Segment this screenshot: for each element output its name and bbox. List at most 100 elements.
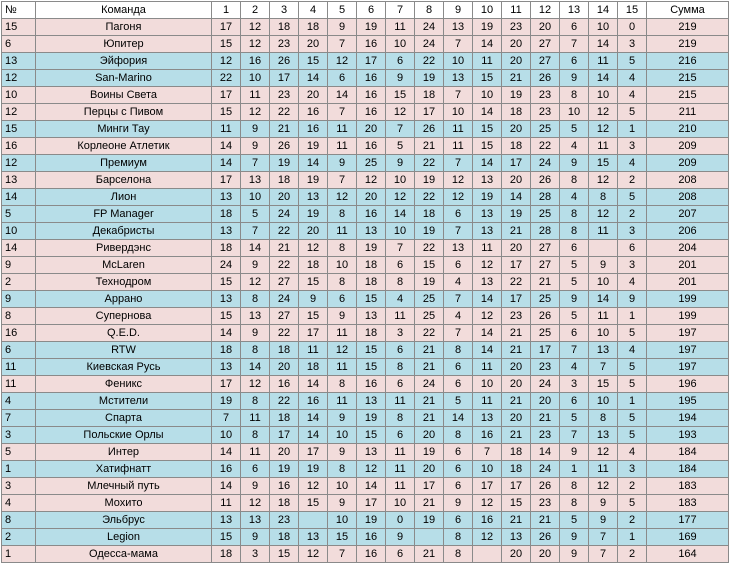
cell-round-15: 2 — [617, 205, 647, 223]
cell-round-7: 6 — [385, 52, 415, 70]
cell-team: FP Manager — [35, 205, 212, 223]
cell-round-13: 1 — [559, 460, 589, 478]
cell-round-14: 10 — [588, 18, 618, 36]
cell-round-9: 6 — [443, 358, 473, 376]
cell-round-15: 4 — [617, 69, 647, 87]
cell-round-3: 22 — [269, 256, 299, 274]
header-round-4: 4 — [298, 1, 328, 19]
cell-number: 10 — [1, 222, 36, 240]
header-total: Сумма — [646, 1, 729, 19]
cell-round-12: 27 — [530, 52, 560, 70]
cell-round-13: 8 — [559, 205, 589, 223]
cell-number: 6 — [1, 35, 36, 53]
cell-round-10: 14 — [472, 35, 502, 53]
cell-round-14: 11 — [588, 307, 618, 325]
cell-round-3: 27 — [269, 273, 299, 291]
cell-round-12: 26 — [530, 69, 560, 87]
cell-round-9: 6 — [443, 511, 473, 529]
cell-round-2: 10 — [240, 69, 270, 87]
cell-round-8: 21 — [414, 409, 444, 427]
cell-round-5: 7 — [327, 103, 357, 121]
cell-round-3: 23 — [269, 35, 299, 53]
cell-round-9: 8 — [443, 341, 473, 359]
cell-round-7: 6 — [385, 256, 415, 274]
cell-round-12: 27 — [530, 256, 560, 274]
cell-round-14: 11 — [588, 460, 618, 478]
cell-round-3: 18 — [269, 18, 299, 36]
cell-round-13: 5 — [559, 256, 589, 274]
cell-round-4: 15 — [298, 273, 328, 291]
cell-round-1: 15 — [211, 273, 241, 291]
cell-round-12: 24 — [530, 154, 560, 172]
cell-round-5: 9 — [327, 18, 357, 36]
cell-round-5: 8 — [327, 239, 357, 257]
cell-round-15: 1 — [617, 120, 647, 138]
cell-team: Одесса-мама — [35, 545, 212, 563]
cell-round-14: 9 — [588, 511, 618, 529]
cell-round-12: 20 — [530, 18, 560, 36]
cell-number: 8 — [1, 511, 36, 529]
cell-round-12: 26 — [530, 528, 560, 546]
cell-round-14: 7 — [588, 528, 618, 546]
cell-round-15: 5 — [617, 188, 647, 206]
cell-round-13: 4 — [559, 188, 589, 206]
cell-round-8: 21 — [414, 137, 444, 155]
cell-round-10: 10 — [472, 375, 502, 393]
cell-round-5: 11 — [327, 222, 357, 240]
cell-round-2: 16 — [240, 52, 270, 70]
cell-round-12: 26 — [530, 307, 560, 325]
cell-number: 13 — [1, 52, 36, 70]
table-row: 16 Корлеоне Атлетик 14 9 26 19 11 16 5 21 11 15 18 22… — [1, 137, 729, 155]
cell-round-11: 19 — [501, 205, 531, 223]
cell-round-7: 12 — [385, 103, 415, 121]
header-round-10: 10 — [472, 1, 502, 19]
cell-total: 206 — [646, 222, 729, 240]
table-row: 13 Эйфория 12 16 26 15 12 17 6 22 10 11 20 27 6 11 5 216 — [1, 52, 729, 70]
cell-team: Q.E.D. — [35, 324, 212, 342]
cell-round-12: 28 — [530, 188, 560, 206]
cell-round-6: 19 — [356, 239, 386, 257]
cell-round-2: 9 — [240, 477, 270, 495]
cell-round-15: 5 — [617, 103, 647, 121]
cell-number: 15 — [1, 120, 36, 138]
cell-round-6: 12 — [356, 171, 386, 189]
cell-round-2: 9 — [240, 324, 270, 342]
cell-round-12: 23 — [530, 426, 560, 444]
cell-round-2: 7 — [240, 222, 270, 240]
cell-round-15: 4 — [617, 154, 647, 172]
cell-round-8: 21 — [414, 341, 444, 359]
cell-round-13: 6 — [559, 239, 589, 257]
header-row: № Команда 1 2 3 4 5 6 7 8 9 10 11 12 13 … — [1, 1, 729, 19]
cell-round-13: 5 — [559, 120, 589, 138]
cell-round-6: 15 — [356, 290, 386, 308]
cell-total: 209 — [646, 137, 729, 155]
cell-round-7: 8 — [385, 273, 415, 291]
cell-team: Legion — [35, 528, 212, 546]
cell-round-2: 8 — [240, 290, 270, 308]
cell-round-3: 18 — [269, 341, 299, 359]
cell-round-1: 18 — [211, 545, 241, 563]
cell-round-6: 18 — [356, 324, 386, 342]
cell-number: 4 — [1, 392, 36, 410]
cell-round-5: 12 — [327, 188, 357, 206]
cell-round-14: 7 — [588, 358, 618, 376]
cell-round-11: 20 — [501, 35, 531, 53]
cell-round-8: 20 — [414, 460, 444, 478]
table-row: 5 Интер 14 11 20 17 9 13 11 19 6 7 18 14 9 12 4 184 — [1, 443, 729, 461]
cell-round-2: 14 — [240, 239, 270, 257]
cell-round-7: 11 — [385, 443, 415, 461]
cell-number: 16 — [1, 137, 36, 155]
cell-round-15: 9 — [617, 290, 647, 308]
cell-round-13: 5 — [559, 511, 589, 529]
cell-round-7: 7 — [385, 239, 415, 257]
cell-round-9: 6 — [443, 375, 473, 393]
table-row: 7 Спарта 7 11 18 14 9 19 8 21 14 13 20 21 5 8 5 194 — [1, 409, 729, 427]
cell-round-5: 11 — [327, 137, 357, 155]
cell-round-1: 22 — [211, 69, 241, 87]
header-round-14: 14 — [588, 1, 618, 19]
cell-number: 5 — [1, 443, 36, 461]
cell-round-8: 17 — [414, 103, 444, 121]
cell-round-5: 8 — [327, 460, 357, 478]
cell-round-9: 8 — [443, 528, 473, 546]
cell-round-5: 12 — [327, 341, 357, 359]
